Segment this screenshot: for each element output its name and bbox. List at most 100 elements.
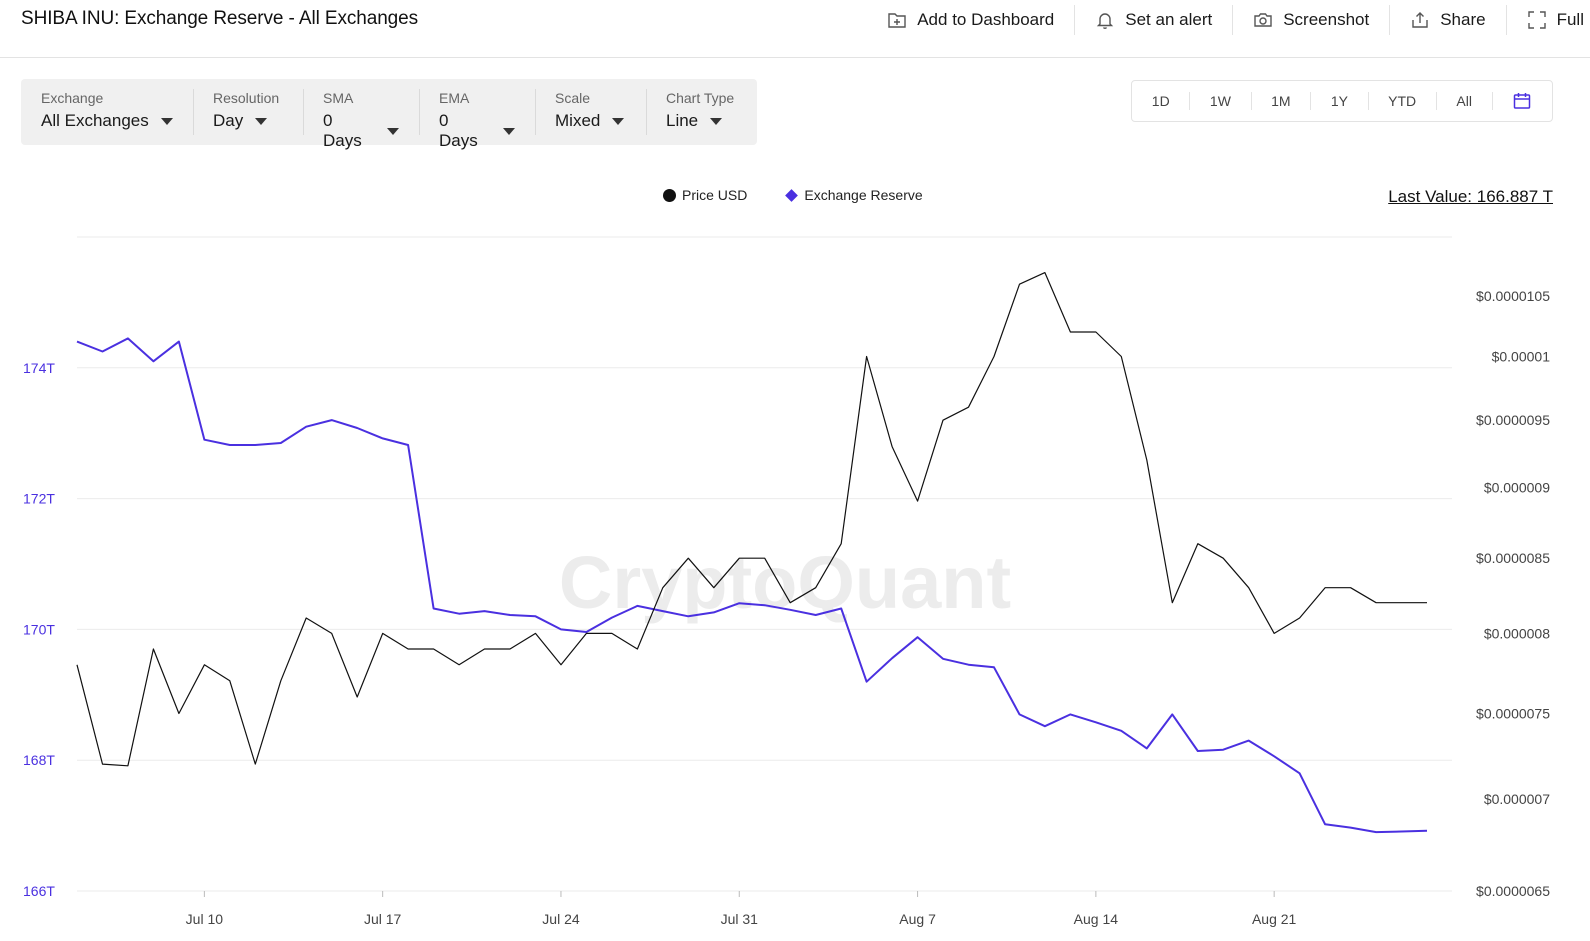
chevron-down-icon bbox=[710, 117, 723, 125]
camera-icon bbox=[1254, 13, 1272, 27]
range-divider bbox=[1250, 92, 1252, 110]
watermark-text: CryptoQuant bbox=[559, 541, 1011, 624]
last-value-link[interactable]: Last Value: 166.887 T bbox=[1388, 187, 1553, 206]
right-y-tick-label: $0.000008 bbox=[1484, 625, 1550, 641]
scale-select-value-row: Mixed bbox=[555, 111, 626, 131]
ema-select[interactable]: EMA 0 Days bbox=[419, 79, 535, 150]
x-axis: Jul 10 Jul 17 Jul 24 Jul 31 Aug 7 Aug 14 Aug 2… bbox=[186, 891, 1297, 927]
scale-select[interactable]: Scale Mixed bbox=[535, 79, 646, 145]
x-tick-label: Jul 31 bbox=[721, 911, 759, 927]
chart-type-select-label: Chart Type bbox=[666, 90, 735, 106]
add-to-dashboard-icon bbox=[888, 13, 906, 28]
sma-select-value-row: 0 Days bbox=[323, 111, 399, 151]
range-all-button[interactable]: All bbox=[1456, 93, 1472, 109]
left-y-tick-label: 166T bbox=[23, 883, 55, 899]
chart-lines bbox=[76, 272, 1428, 834]
date-picker-button[interactable] bbox=[1504, 87, 1540, 115]
left-y-tick-label: 174T bbox=[23, 360, 55, 376]
fullscreen-button[interactable]: Full bbox=[1505, 5, 1590, 35]
filter-bar: Exchange All Exchanges Resolution Day SM… bbox=[21, 79, 757, 150]
x-tick-label: Aug 21 bbox=[1252, 911, 1297, 927]
left-y-tick-label: 168T bbox=[23, 752, 55, 768]
header-actions: Add to Dashboard Set an alert Screenshot… bbox=[867, 0, 1590, 40]
add-to-dashboard-label: Add to Dashboard bbox=[917, 10, 1055, 29]
left-y-tick-label: 170T bbox=[23, 621, 55, 637]
exchange-select[interactable]: Exchange All Exchanges bbox=[21, 79, 193, 145]
right-y-tick-label: $0.000007 bbox=[1484, 791, 1550, 807]
chart-grid bbox=[77, 236, 1452, 892]
resolution-select-label: Resolution bbox=[213, 90, 280, 106]
range-1y-button[interactable]: 1Y bbox=[1330, 93, 1348, 109]
legend-price-marker-icon bbox=[663, 188, 676, 202]
right-y-tick-label: $0.0000085 bbox=[1476, 550, 1550, 566]
range-1d-button[interactable]: 1D bbox=[1151, 93, 1170, 109]
share-label: Share bbox=[1440, 10, 1486, 29]
fullscreen-icon bbox=[1527, 11, 1546, 29]
range-divider bbox=[1189, 92, 1191, 110]
scale-select-label: Scale bbox=[555, 90, 591, 106]
chart-type-select-value-row: Line bbox=[666, 111, 737, 131]
share-button[interactable]: Share bbox=[1389, 5, 1505, 35]
add-to-dashboard-button[interactable]: Add to Dashboard bbox=[867, 5, 1074, 35]
exchange-select-value-row: All Exchanges bbox=[41, 111, 173, 131]
page-header: SHIBA INU: Exchange Reserve - All Exchan… bbox=[0, 0, 1590, 58]
calendar-icon bbox=[1513, 93, 1531, 109]
chevron-down-icon bbox=[255, 117, 268, 125]
range-1m-button[interactable]: 1M bbox=[1271, 93, 1291, 109]
ema-select-value: 0 Days bbox=[439, 111, 478, 150]
x-tick-label: Aug 14 bbox=[1074, 911, 1119, 927]
screenshot-button[interactable]: Screenshot bbox=[1232, 5, 1389, 35]
right-y-tick-label: $0.00001 bbox=[1492, 349, 1551, 365]
sma-select[interactable]: SMA 0 Days bbox=[303, 79, 419, 150]
chevron-down-icon bbox=[160, 117, 173, 125]
right-y-axis: $0.0000065 $0.000007 $0.0000075 $0.000008 $0… bbox=[1476, 288, 1550, 899]
sma-select-value: 0 Days bbox=[323, 111, 362, 150]
bell-icon bbox=[1097, 13, 1114, 29]
range-ytd-button[interactable]: YTD bbox=[1388, 93, 1417, 109]
right-y-tick-label: $0.0000105 bbox=[1476, 288, 1550, 304]
share-icon bbox=[1412, 12, 1428, 28]
legend-price-label: Price USD bbox=[682, 187, 748, 203]
resolution-select-value-row: Day bbox=[213, 111, 283, 131]
right-y-tick-label: $0.0000095 bbox=[1476, 412, 1550, 428]
legend-reserve-label: Exchange Reserve bbox=[804, 187, 923, 203]
range-divider bbox=[1367, 92, 1369, 110]
chart-type-select[interactable]: Chart Type Line bbox=[646, 79, 757, 145]
set-alert-button[interactable]: Set an alert bbox=[1074, 5, 1232, 35]
resolution-select-value: Day bbox=[213, 111, 244, 130]
screenshot-label: Screenshot bbox=[1283, 10, 1370, 29]
x-tick-label: Jul 10 bbox=[186, 911, 224, 927]
x-tick-label: Aug 7 bbox=[899, 911, 936, 927]
sma-select-label: SMA bbox=[323, 90, 354, 106]
price-usd-line[interactable] bbox=[76, 272, 1427, 767]
range-divider bbox=[1491, 92, 1493, 110]
resolution-select[interactable]: Resolution Day bbox=[193, 79, 303, 145]
exchange-select-label: Exchange bbox=[41, 90, 104, 106]
range-divider bbox=[1310, 92, 1312, 110]
page-title: SHIBA INU: Exchange Reserve - All Exchan… bbox=[21, 8, 419, 29]
right-y-tick-label: $0.000009 bbox=[1484, 479, 1550, 495]
ema-select-value-row: 0 Days bbox=[439, 111, 515, 151]
chart-type-select-value: Line bbox=[666, 111, 699, 130]
x-tick-label: Jul 24 bbox=[542, 911, 580, 927]
chevron-down-icon bbox=[503, 127, 515, 135]
fullscreen-label: Full bbox=[1556, 10, 1584, 29]
legend-item-price[interactable]: Price USD bbox=[663, 187, 747, 203]
chevron-down-icon bbox=[387, 127, 399, 135]
ema-select-label: EMA bbox=[439, 90, 470, 106]
x-tick-label: Jul 17 bbox=[364, 911, 402, 927]
legend-item-reserve[interactable]: Exchange Reserve bbox=[785, 187, 923, 203]
range-divider bbox=[1435, 92, 1437, 110]
time-range-selector: 1D 1W 1M 1Y YTD All bbox=[1131, 80, 1553, 122]
set-alert-label: Set an alert bbox=[1125, 10, 1213, 29]
right-y-tick-label: $0.0000075 bbox=[1476, 705, 1550, 721]
range-1w-button[interactable]: 1W bbox=[1209, 93, 1231, 109]
scale-select-value: Mixed bbox=[555, 111, 601, 130]
left-y-axis: 166T 168T 170T 172T 174T bbox=[23, 360, 55, 899]
right-y-tick-label: $0.0000065 bbox=[1476, 883, 1550, 899]
chevron-down-icon bbox=[612, 117, 625, 125]
exchange-reserve-line[interactable] bbox=[76, 337, 1428, 834]
chart-legend: Price USD Exchange Reserve bbox=[663, 187, 923, 203]
exchange-select-value: All Exchanges bbox=[41, 111, 149, 130]
